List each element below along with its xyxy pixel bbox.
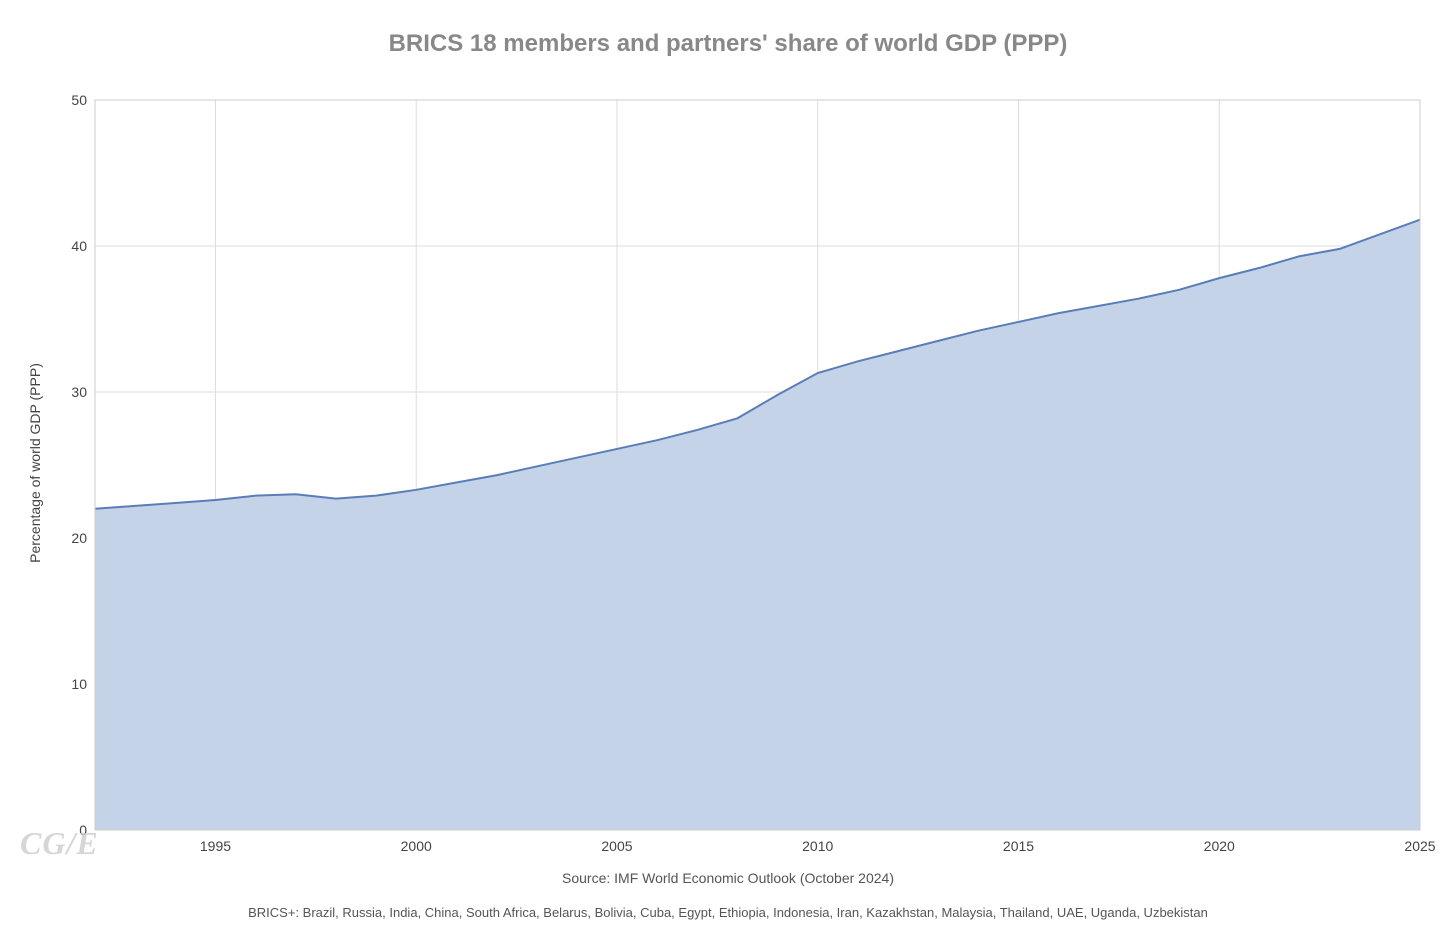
footer-note: BRICS+: Brazil, Russia, India, China, So… [0,905,1456,920]
y-tick-label: 0 [79,822,87,838]
chart-container: { "chart": { "type": "area", "title": "B… [0,0,1456,942]
source-attribution: Source: IMF World Economic Outlook (Octo… [0,870,1456,886]
y-tick-label: 20 [71,530,87,546]
x-tick-label: 2015 [1003,838,1034,854]
x-tick-label: 2025 [1404,838,1435,854]
y-tick-label: 40 [71,238,87,254]
x-tick-label: 2000 [401,838,432,854]
y-tick-label: 10 [71,676,87,692]
x-tick-label: 2010 [802,838,833,854]
y-tick-label: 30 [71,384,87,400]
x-tick-label: 2020 [1204,838,1235,854]
y-axis-label: Percentage of world GDP (PPP) [27,363,43,563]
y-tick-label: 50 [71,92,87,108]
chart-plot [0,0,1456,942]
x-tick-label: 1995 [200,838,231,854]
x-tick-label: 2005 [601,838,632,854]
